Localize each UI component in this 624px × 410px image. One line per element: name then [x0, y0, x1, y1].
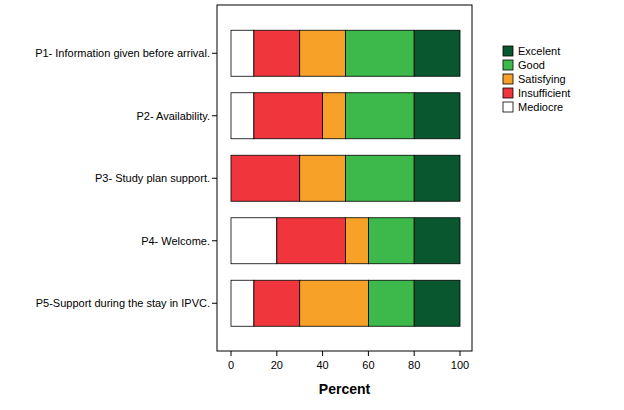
bar-segment — [231, 155, 300, 201]
legend: Excelent Good Satisfying Insufficient Medioc… — [503, 45, 570, 113]
legend-label: Satisfying — [518, 73, 566, 85]
category-tick — [212, 303, 217, 304]
bar-segment — [368, 280, 414, 326]
bar-segment — [346, 30, 415, 76]
bar-segment — [254, 280, 300, 326]
plot-frame — [217, 5, 472, 351]
x-tick-label: 60 — [362, 359, 374, 371]
bar-segment — [231, 218, 277, 264]
bar-segment — [414, 218, 460, 264]
category-label: P3- Study plan support. — [95, 172, 210, 184]
x-tick-label: 100 — [451, 359, 469, 371]
bar-segment — [414, 280, 460, 326]
x-tick — [368, 351, 369, 356]
category-label: P2- Availability. — [136, 110, 210, 122]
bar-segment — [414, 30, 460, 76]
x-axis-label: Percent — [319, 381, 371, 397]
chart: P1- Information given before arrival. P2-… — [0, 0, 624, 410]
legend-swatch — [503, 102, 513, 112]
x-tick — [276, 351, 277, 356]
legend-label: Good — [518, 59, 545, 71]
bar-segment — [414, 155, 460, 201]
category-tick — [212, 178, 217, 179]
legend-swatch — [503, 88, 513, 98]
x-tick — [322, 351, 323, 356]
bar-segment — [231, 93, 254, 139]
bar-segment — [346, 93, 415, 139]
bar-segment — [277, 218, 346, 264]
category-label: P5-Support during the stay in IPVC. — [36, 297, 210, 309]
x-tick — [460, 351, 461, 356]
category-tick — [212, 240, 217, 241]
legend-label: Mediocre — [518, 101, 563, 113]
legend-label: Insufficient — [518, 87, 570, 99]
x-tick-label: 40 — [316, 359, 328, 371]
bar-segment — [368, 218, 414, 264]
x-tick — [231, 351, 232, 356]
x-tick-label: 20 — [271, 359, 283, 371]
bar-segment — [346, 155, 415, 201]
legend-label: Excelent — [518, 45, 560, 57]
bar-segment — [254, 30, 300, 76]
bar-segment — [300, 155, 346, 201]
x-tick-label: 80 — [408, 359, 420, 371]
category-tick — [212, 53, 217, 54]
bar-segment — [254, 93, 323, 139]
legend-swatch — [503, 46, 513, 56]
bar-segment — [323, 93, 346, 139]
category-label: P4- Welcome. — [141, 235, 210, 247]
bar-segment — [231, 280, 254, 326]
bar-segment — [300, 30, 346, 76]
x-tick-label: 0 — [228, 359, 234, 371]
legend-swatch — [503, 74, 513, 84]
category-tick — [212, 115, 217, 116]
category-label: P1- Information given before arrival. — [35, 47, 210, 59]
bars — [231, 30, 460, 326]
x-tick — [414, 351, 415, 356]
legend-swatch — [503, 60, 513, 70]
bar-segment — [300, 280, 369, 326]
bar-segment — [231, 30, 254, 76]
bar-segment — [414, 93, 460, 139]
bar-segment — [346, 218, 369, 264]
